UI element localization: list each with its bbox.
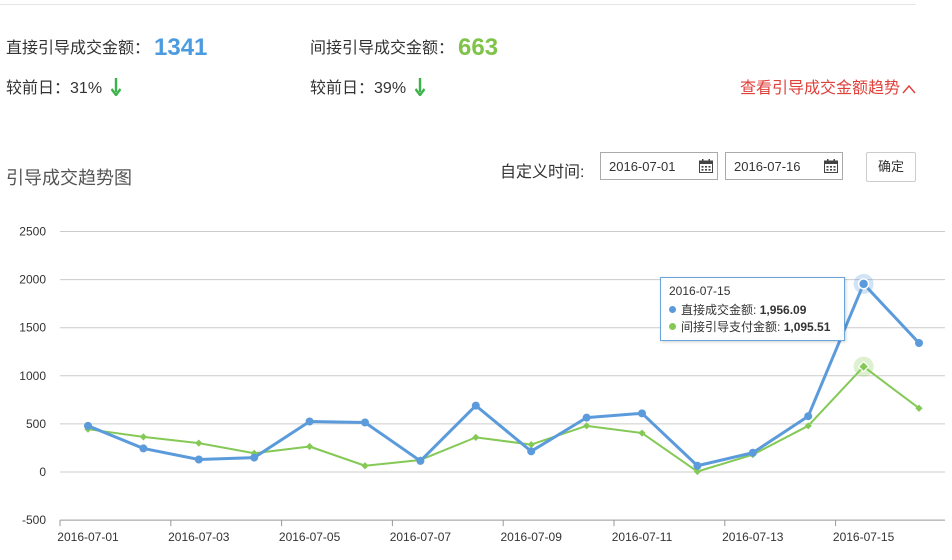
y-tick-label: 1000 [19, 369, 46, 383]
series-line-direct [87, 282, 921, 468]
indirect-amount-label: 间接引导成交金额： [310, 40, 455, 57]
indirect-amount-stat: 间接引导成交金额： 663 [310, 34, 498, 62]
y-tick-label: -500 [22, 513, 46, 527]
data-point-direct [84, 421, 92, 430]
data-point-direct [361, 418, 369, 427]
data-point-indirect [527, 440, 535, 449]
tooltip-direct-value: 1,956.09 [759, 303, 807, 317]
y-tick-label: 0 [39, 465, 46, 479]
chart-title: 引导成交趋势图 [6, 168, 132, 188]
y-tick-label: 2500 [19, 225, 46, 239]
arrow-down-icon [414, 78, 425, 96]
data-point-indirect [857, 360, 870, 373]
calendar-icon[interactable] [699, 159, 713, 173]
start-date-input[interactable]: 2016-07-01 [600, 152, 718, 180]
data-point-direct [416, 456, 425, 465]
direct-amount-label: 直接引导成交金额： [6, 40, 151, 57]
data-point-direct [638, 409, 646, 418]
view-trend-label: 查看引导成交金额趋势 [740, 80, 901, 97]
data-point-indirect [195, 439, 203, 447]
tooltip-indirect-value: 1,095.51 [783, 320, 831, 334]
start-date-value: 2016-07-01 [609, 159, 676, 174]
x-tick-label: 2016-07-07 [390, 530, 452, 544]
x-tick-label: 2016-07-01 [57, 530, 119, 544]
direct-amount-stat: 直接引导成交金额： 1341 [6, 34, 207, 62]
data-point-direct [857, 278, 870, 290]
series-dot-icon [669, 323, 676, 330]
confirm-button[interactable]: 确定 [866, 152, 916, 182]
calendar-icon[interactable] [824, 159, 838, 173]
data-point-indirect [804, 422, 812, 430]
direct-amount-value: 1341 [154, 34, 208, 61]
indirect-compare-label: 较前日： [310, 80, 375, 97]
arrow-down-icon [110, 78, 121, 96]
chart-tooltip: 2016-07-15 直接成交金额: 1,956.09 间接引导支付金额: 1,… [660, 277, 845, 341]
x-tick-label: 2016-07-05 [279, 530, 341, 544]
y-tick-label: 2000 [19, 273, 46, 287]
data-point-indirect [250, 449, 258, 457]
data-point-direct [305, 417, 314, 426]
top-divider [0, 4, 916, 5]
data-point-indirect [139, 433, 147, 441]
data-point-direct [250, 453, 259, 462]
custom-range-label: 自定义时间: [500, 164, 585, 181]
data-point-indirect [306, 442, 314, 451]
y-tick-label: 500 [26, 417, 46, 431]
end-date-value: 2016-07-16 [734, 159, 801, 174]
data-point-direct [194, 455, 203, 464]
data-point-direct [915, 338, 923, 347]
data-point-direct [582, 413, 591, 422]
data-point-direct [527, 447, 536, 456]
data-point-indirect [915, 404, 923, 412]
view-trend-link[interactable]: 查看引导成交金额趋势 [740, 74, 916, 98]
data-point-direct [693, 461, 702, 470]
end-date-input[interactable]: 2016-07-16 [725, 152, 843, 180]
indirect-compare: 较前日：39% [310, 74, 425, 98]
data-point-direct [139, 444, 148, 453]
data-point-direct [471, 401, 480, 410]
data-point-indirect [693, 467, 701, 476]
tooltip-row-indirect: 间接引导支付金额: 1,095.51 [669, 318, 830, 335]
x-tick-label: 2016-07-09 [501, 530, 563, 544]
data-point-indirect [472, 433, 480, 441]
data-point-direct [804, 412, 813, 421]
x-tick-label: 2016-07-15 [833, 530, 895, 544]
data-point-indirect [583, 422, 591, 430]
data-point-direct [748, 448, 757, 457]
data-point-indirect [638, 429, 646, 437]
tooltip-direct-label: 直接成交金额: [681, 303, 757, 317]
y-tick-label: 1500 [19, 321, 46, 335]
x-tick-label: 2016-07-03 [168, 530, 230, 544]
direct-compare: 较前日：31% [6, 74, 121, 98]
tooltip-date: 2016-07-15 [669, 284, 731, 298]
series-dot-icon [669, 306, 676, 313]
x-tick-label: 2016-07-13 [722, 530, 784, 544]
x-tick-label: 2016-07-11 [612, 530, 673, 544]
series-line-indirect [87, 365, 920, 473]
chevron-up-icon [902, 84, 916, 94]
data-point-indirect [361, 462, 369, 470]
indirect-compare-value: 39% [374, 80, 407, 97]
tooltip-indirect-label: 间接引导支付金额: [681, 320, 781, 334]
tooltip-row-direct: 直接成交金额: 1,956.09 [669, 301, 806, 318]
direct-compare-label: 较前日： [6, 80, 71, 97]
direct-compare-value: 31% [70, 80, 103, 97]
indirect-amount-value: 663 [458, 34, 499, 61]
